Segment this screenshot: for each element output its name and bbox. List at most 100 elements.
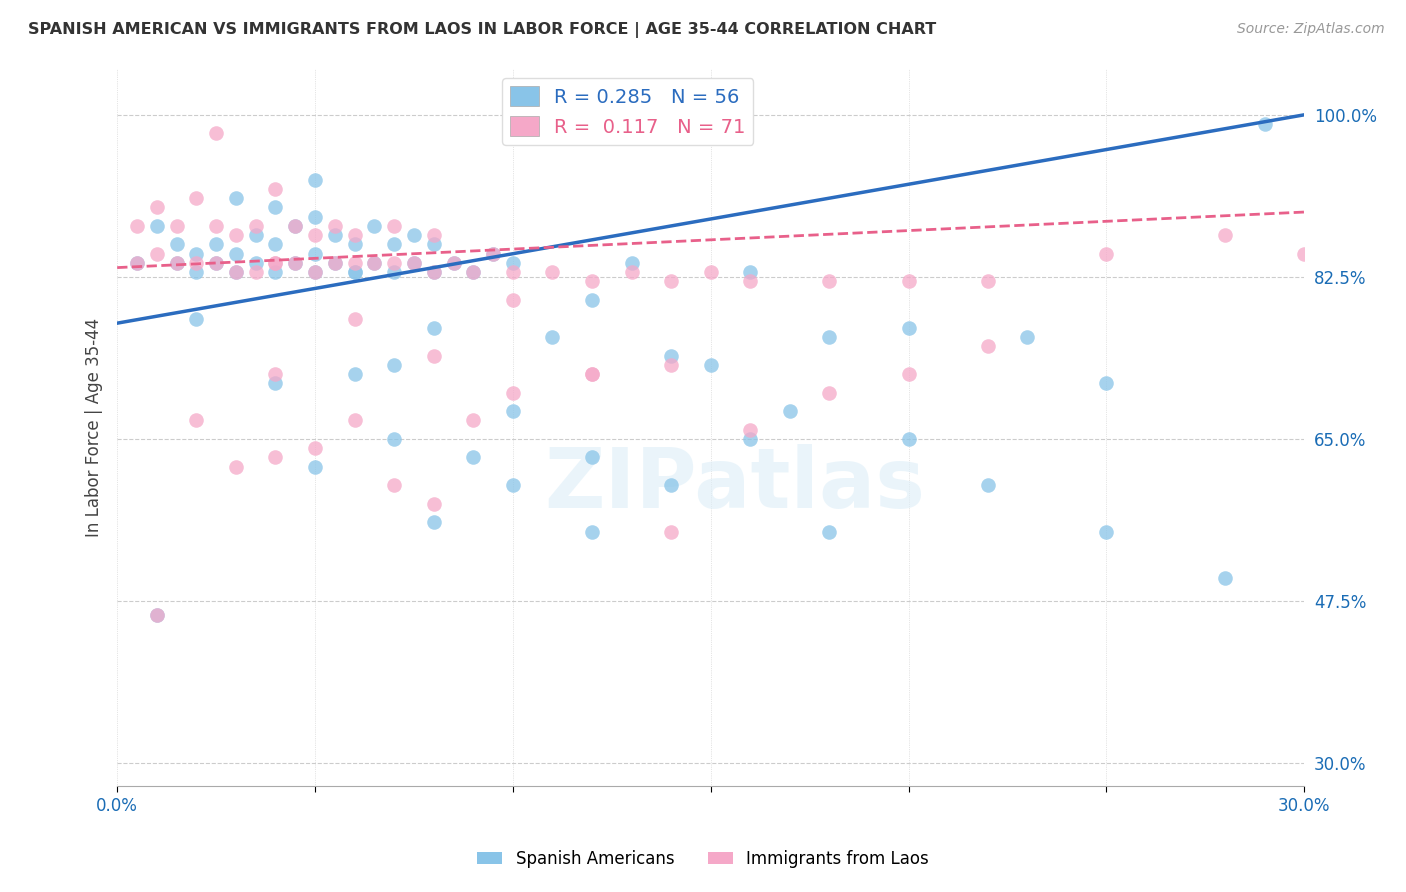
Point <box>186 246 208 260</box>
Point <box>581 367 603 381</box>
Point <box>264 256 287 270</box>
Point <box>422 320 444 334</box>
Point <box>443 256 465 270</box>
Point <box>205 237 228 252</box>
Point <box>382 478 405 492</box>
Point <box>818 330 841 344</box>
Point <box>343 265 366 279</box>
Point <box>463 413 485 427</box>
Point <box>304 210 326 224</box>
Legend: Spanish Americans, Immigrants from Laos: Spanish Americans, Immigrants from Laos <box>471 844 935 875</box>
Point <box>166 256 188 270</box>
Point <box>304 265 326 279</box>
Point <box>659 478 682 492</box>
Text: ZIPatlas: ZIPatlas <box>544 444 925 525</box>
Point <box>343 265 366 279</box>
Point <box>205 256 228 270</box>
Point <box>284 256 307 270</box>
Point <box>422 265 444 279</box>
Point <box>323 228 346 243</box>
Point <box>363 256 385 270</box>
Point <box>245 219 267 233</box>
Point <box>304 228 326 243</box>
Text: SPANISH AMERICAN VS IMMIGRANTS FROM LAOS IN LABOR FORCE | AGE 35-44 CORRELATION : SPANISH AMERICAN VS IMMIGRANTS FROM LAOS… <box>28 22 936 38</box>
Point <box>659 349 682 363</box>
Point <box>245 228 267 243</box>
Point <box>323 256 346 270</box>
Point <box>581 293 603 307</box>
Point <box>818 524 841 539</box>
Point <box>186 256 208 270</box>
Point <box>225 459 247 474</box>
Point <box>897 432 920 446</box>
Point <box>1095 376 1118 391</box>
Point <box>1213 571 1236 585</box>
Point <box>502 293 524 307</box>
Point <box>125 256 148 270</box>
Point <box>284 219 307 233</box>
Point <box>382 265 405 279</box>
Point <box>343 237 366 252</box>
Point <box>363 256 385 270</box>
Point <box>699 265 721 279</box>
Point <box>145 607 167 622</box>
Point <box>264 265 287 279</box>
Point <box>323 256 346 270</box>
Point <box>502 385 524 400</box>
Point <box>382 358 405 372</box>
Point <box>304 172 326 186</box>
Point <box>382 219 405 233</box>
Point <box>422 497 444 511</box>
Point <box>402 228 425 243</box>
Point <box>264 376 287 391</box>
Point <box>264 256 287 270</box>
Point <box>581 275 603 289</box>
Point <box>225 265 247 279</box>
Point <box>502 404 524 418</box>
Point <box>1294 246 1316 260</box>
Point <box>225 265 247 279</box>
Point <box>1095 246 1118 260</box>
Point <box>264 450 287 465</box>
Point <box>125 219 148 233</box>
Point <box>422 237 444 252</box>
Point <box>818 275 841 289</box>
Point <box>205 126 228 140</box>
Point <box>779 404 801 418</box>
Point <box>541 265 564 279</box>
Point <box>502 256 524 270</box>
Point <box>402 256 425 270</box>
Point <box>740 265 762 279</box>
Point <box>976 339 998 353</box>
Point <box>264 182 287 196</box>
Point <box>363 219 385 233</box>
Point <box>304 441 326 455</box>
Point <box>382 237 405 252</box>
Point <box>145 201 167 215</box>
Point <box>166 219 188 233</box>
Legend: R = 0.285   N = 56, R =  0.117   N = 71: R = 0.285 N = 56, R = 0.117 N = 71 <box>502 78 754 145</box>
Point <box>264 201 287 215</box>
Point <box>659 358 682 372</box>
Point <box>205 256 228 270</box>
Point <box>1095 524 1118 539</box>
Point <box>740 432 762 446</box>
Point <box>304 265 326 279</box>
Point <box>422 265 444 279</box>
Point <box>304 246 326 260</box>
Point <box>581 367 603 381</box>
Point <box>659 275 682 289</box>
Point <box>186 265 208 279</box>
Point <box>166 256 188 270</box>
Point <box>443 256 465 270</box>
Point <box>225 246 247 260</box>
Point <box>897 367 920 381</box>
Point <box>740 275 762 289</box>
Point <box>463 265 485 279</box>
Point <box>581 524 603 539</box>
Point <box>620 265 643 279</box>
Point <box>1372 228 1395 243</box>
Point <box>620 256 643 270</box>
Point <box>145 607 167 622</box>
Point <box>304 459 326 474</box>
